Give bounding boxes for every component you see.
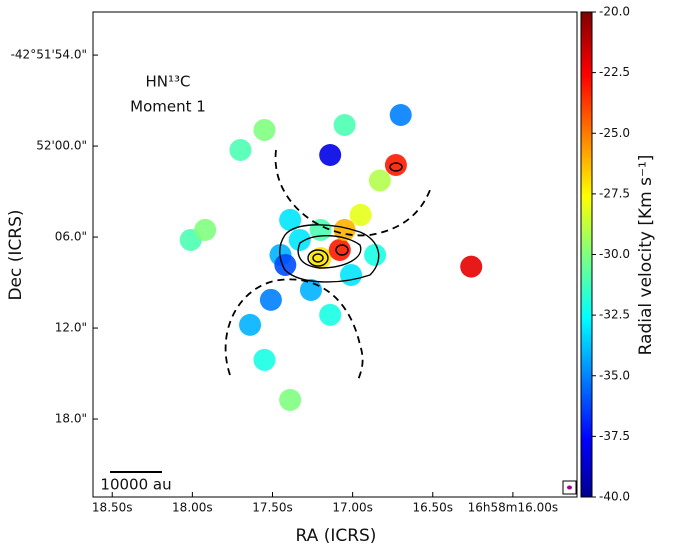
colorbar-tick-label: -37.5 — [599, 429, 630, 443]
colorbar-label: Radial velocity [Km s⁻¹] — [636, 155, 656, 356]
velocity-patch — [194, 218, 217, 241]
colorbar-tick-label: -35.0 — [599, 368, 630, 382]
y-tick-label: 18.0" — [55, 412, 87, 426]
x-tick-label: 16h58m16.00s — [468, 501, 558, 515]
colorbar-tick-label: -27.5 — [599, 186, 630, 200]
x-tick-label: 17.00s — [332, 501, 373, 515]
x-tick-label: 18.50s — [92, 501, 133, 515]
colorbar-tick-label: -25.0 — [599, 126, 630, 140]
velocity-patch — [288, 228, 311, 251]
colorbar-tick-label: -22.5 — [599, 65, 630, 79]
velocity-patch — [368, 169, 391, 192]
velocity-patch — [229, 139, 252, 162]
velocity-patch — [340, 263, 363, 286]
velocity-patch — [319, 144, 342, 167]
annotation-moment: Moment 1 — [130, 98, 206, 116]
velocity-patch — [253, 348, 276, 371]
map-layer — [179, 103, 483, 411]
velocity-patch — [349, 203, 372, 226]
y-tick-label: -42°51'54.0" — [11, 48, 87, 62]
outflow-arcs — [224, 149, 431, 381]
x-tick-label: 17.50s — [252, 501, 293, 515]
y-tick-label: 12.0" — [55, 321, 87, 335]
velocity-patch — [384, 154, 407, 177]
velocity-patch — [319, 303, 342, 326]
velocity-patch — [253, 118, 276, 141]
beam — [567, 485, 572, 490]
colorbar — [580, 11, 593, 498]
velocity-patch — [279, 208, 302, 231]
y-tick-label: 52'00.0" — [36, 139, 87, 153]
x-axis-label: RA (ICRS) — [296, 526, 377, 546]
velocity-patch — [274, 253, 297, 276]
colorbar-tick-label: -40.0 — [599, 490, 630, 504]
y-tick-label: 06.0" — [55, 230, 87, 244]
velocity-patch — [364, 243, 387, 266]
velocity-patch — [239, 313, 262, 336]
x-tick-label: 18.00s — [172, 501, 213, 515]
scale-bar-label: 10000 au — [100, 476, 171, 494]
colorbar-tick-label: -32.5 — [599, 308, 630, 322]
velocity-patch — [328, 238, 351, 261]
y-axis-label: Dec (ICRS) — [6, 209, 26, 300]
x-tick-label: 16.50s — [412, 501, 453, 515]
annotation-molecule: HN¹³C — [146, 73, 191, 91]
colorbar-tick-label: -20.0 — [599, 5, 630, 19]
contours — [279, 162, 403, 283]
colorbar-tick-label: -30.0 — [599, 247, 630, 261]
velocity-patch — [333, 113, 356, 136]
velocity-patch — [279, 388, 302, 411]
velocity-patch — [389, 103, 412, 126]
velocity-patch — [460, 255, 483, 278]
velocity-patch — [259, 288, 282, 311]
plot-frame — [92, 11, 578, 498]
